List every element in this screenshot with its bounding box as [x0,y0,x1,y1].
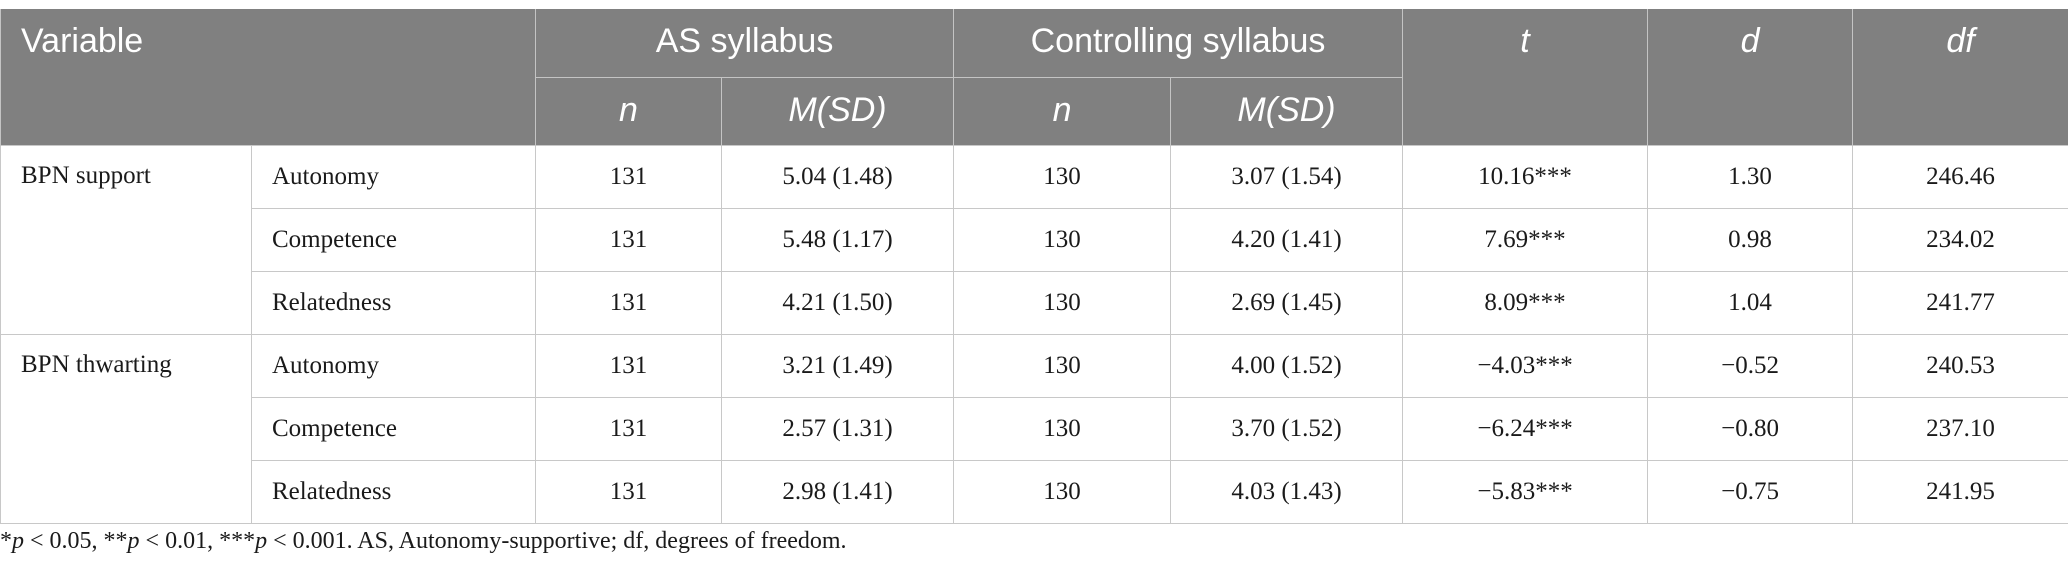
controlling-msd-cell: 4.00 (1.52) [1170,333,1404,398]
row-variable: Competence [250,396,537,461]
controlling-n-header: n [953,76,1172,145]
row-variable: Relatedness [250,270,537,335]
controlling-msd-cell: 2.69 (1.45) [1170,270,1404,335]
t-cell: 8.09*** [1402,270,1649,335]
as-n-cell: 131 [535,333,723,398]
df-cell: 237.10 [1852,396,2068,461]
group-label-bpn-support: BPN support [0,144,252,335]
controlling-msd-cell: 4.20 (1.41) [1170,207,1404,272]
as-n-cell: 131 [535,396,723,461]
footnote-p-symbol: p [255,528,268,554]
table-row: Competence 131 2.57 (1.31) 130 3.70 (1.5… [1,396,2068,461]
d-header: d [1647,9,1854,145]
t-cell: −6.24*** [1402,396,1649,461]
t-header: t [1402,9,1649,145]
controlling-n-cell: 130 [953,207,1172,272]
t-cell: 10.16*** [1402,144,1649,209]
d-cell: −0.52 [1647,333,1854,398]
row-variable: Autonomy [250,144,537,209]
as-msd-cell: 5.48 (1.17) [721,207,955,272]
controlling-n-cell: 130 [953,396,1172,461]
as-n-cell: 131 [535,270,723,335]
row-variable: Autonomy [250,333,537,398]
as-msd-cell: 5.04 (1.48) [721,144,955,209]
controlling-msd-cell: 3.07 (1.54) [1170,144,1404,209]
table-row: Competence 131 5.48 (1.17) 130 4.20 (1.4… [1,207,2068,272]
as-n-cell: 131 [535,459,723,524]
as-msd-cell: 2.98 (1.41) [721,459,955,524]
controlling-n-cell: 130 [953,144,1172,209]
table-row: BPN thwarting Autonomy 131 3.21 (1.49) 1… [0,333,2068,524]
table-footnote: *p < 0.05, **p < 0.01, ***p < 0.001. AS,… [0,528,847,555]
as-msd-cell: 4.21 (1.50) [721,270,955,335]
table-row: Relatedness 131 4.21 (1.50) 130 2.69 (1.… [1,270,2068,335]
d-cell: 1.04 [1647,270,1854,335]
header-row-2: n M(SD) n M(SD) [1,76,2068,145]
d-cell: 0.98 [1647,207,1854,272]
t-cell: −4.03*** [1402,333,1649,398]
as-syllabus-header: AS syllabus [535,9,955,77]
as-n-cell: 131 [535,207,723,272]
footnote-text: < 0.05, ** [24,528,128,554]
controlling-n-cell: 130 [953,333,1172,398]
table-row: BPN support Autonomy 131 5.04 (1.48) 130… [0,144,2068,335]
controlling-msd-header: M(SD) [1170,76,1404,145]
df-header: df [1852,9,2068,145]
header-row-1: Variable AS syllabus Controlling syllabu… [0,9,2068,145]
group-label-bpn-thwarting: BPN thwarting [0,333,252,524]
t-cell: −5.83*** [1402,459,1649,524]
d-cell: 1.30 [1647,144,1854,209]
as-msd-cell: 3.21 (1.49) [721,333,955,398]
controlling-msd-cell: 4.03 (1.43) [1170,459,1404,524]
footnote-text: < 0.001. AS, Autonomy-supportive; df, de… [267,528,847,554]
row-variable: Relatedness [250,459,537,524]
results-table: Variable AS syllabus Controlling syllabu… [0,9,2068,524]
d-cell: −0.75 [1647,459,1854,524]
df-cell: 234.02 [1852,207,2068,272]
df-cell: 241.95 [1852,459,2068,524]
df-cell: 240.53 [1852,333,2068,398]
as-msd-cell: 2.57 (1.31) [721,396,955,461]
controlling-n-cell: 130 [953,270,1172,335]
df-cell: 241.77 [1852,270,2068,335]
controlling-n-cell: 130 [953,459,1172,524]
footnote-p-symbol: p [12,528,24,554]
d-cell: −0.80 [1647,396,1854,461]
variable-header: Variable [0,9,537,145]
df-cell: 246.46 [1852,144,2068,209]
as-n-cell: 131 [535,144,723,209]
as-n-header: n [535,76,723,145]
table-row: Relatedness 131 2.98 (1.41) 130 4.03 (1.… [1,459,2068,524]
controlling-msd-cell: 3.70 (1.52) [1170,396,1404,461]
footnote-p-symbol: p [127,528,140,554]
row-variable: Competence [250,207,537,272]
controlling-syllabus-header: Controlling syllabus [953,9,1404,77]
as-msd-header: M(SD) [721,76,955,145]
footnote-text: < 0.01, *** [139,528,256,554]
footnote-star: * [0,528,12,554]
t-cell: 7.69*** [1402,207,1649,272]
